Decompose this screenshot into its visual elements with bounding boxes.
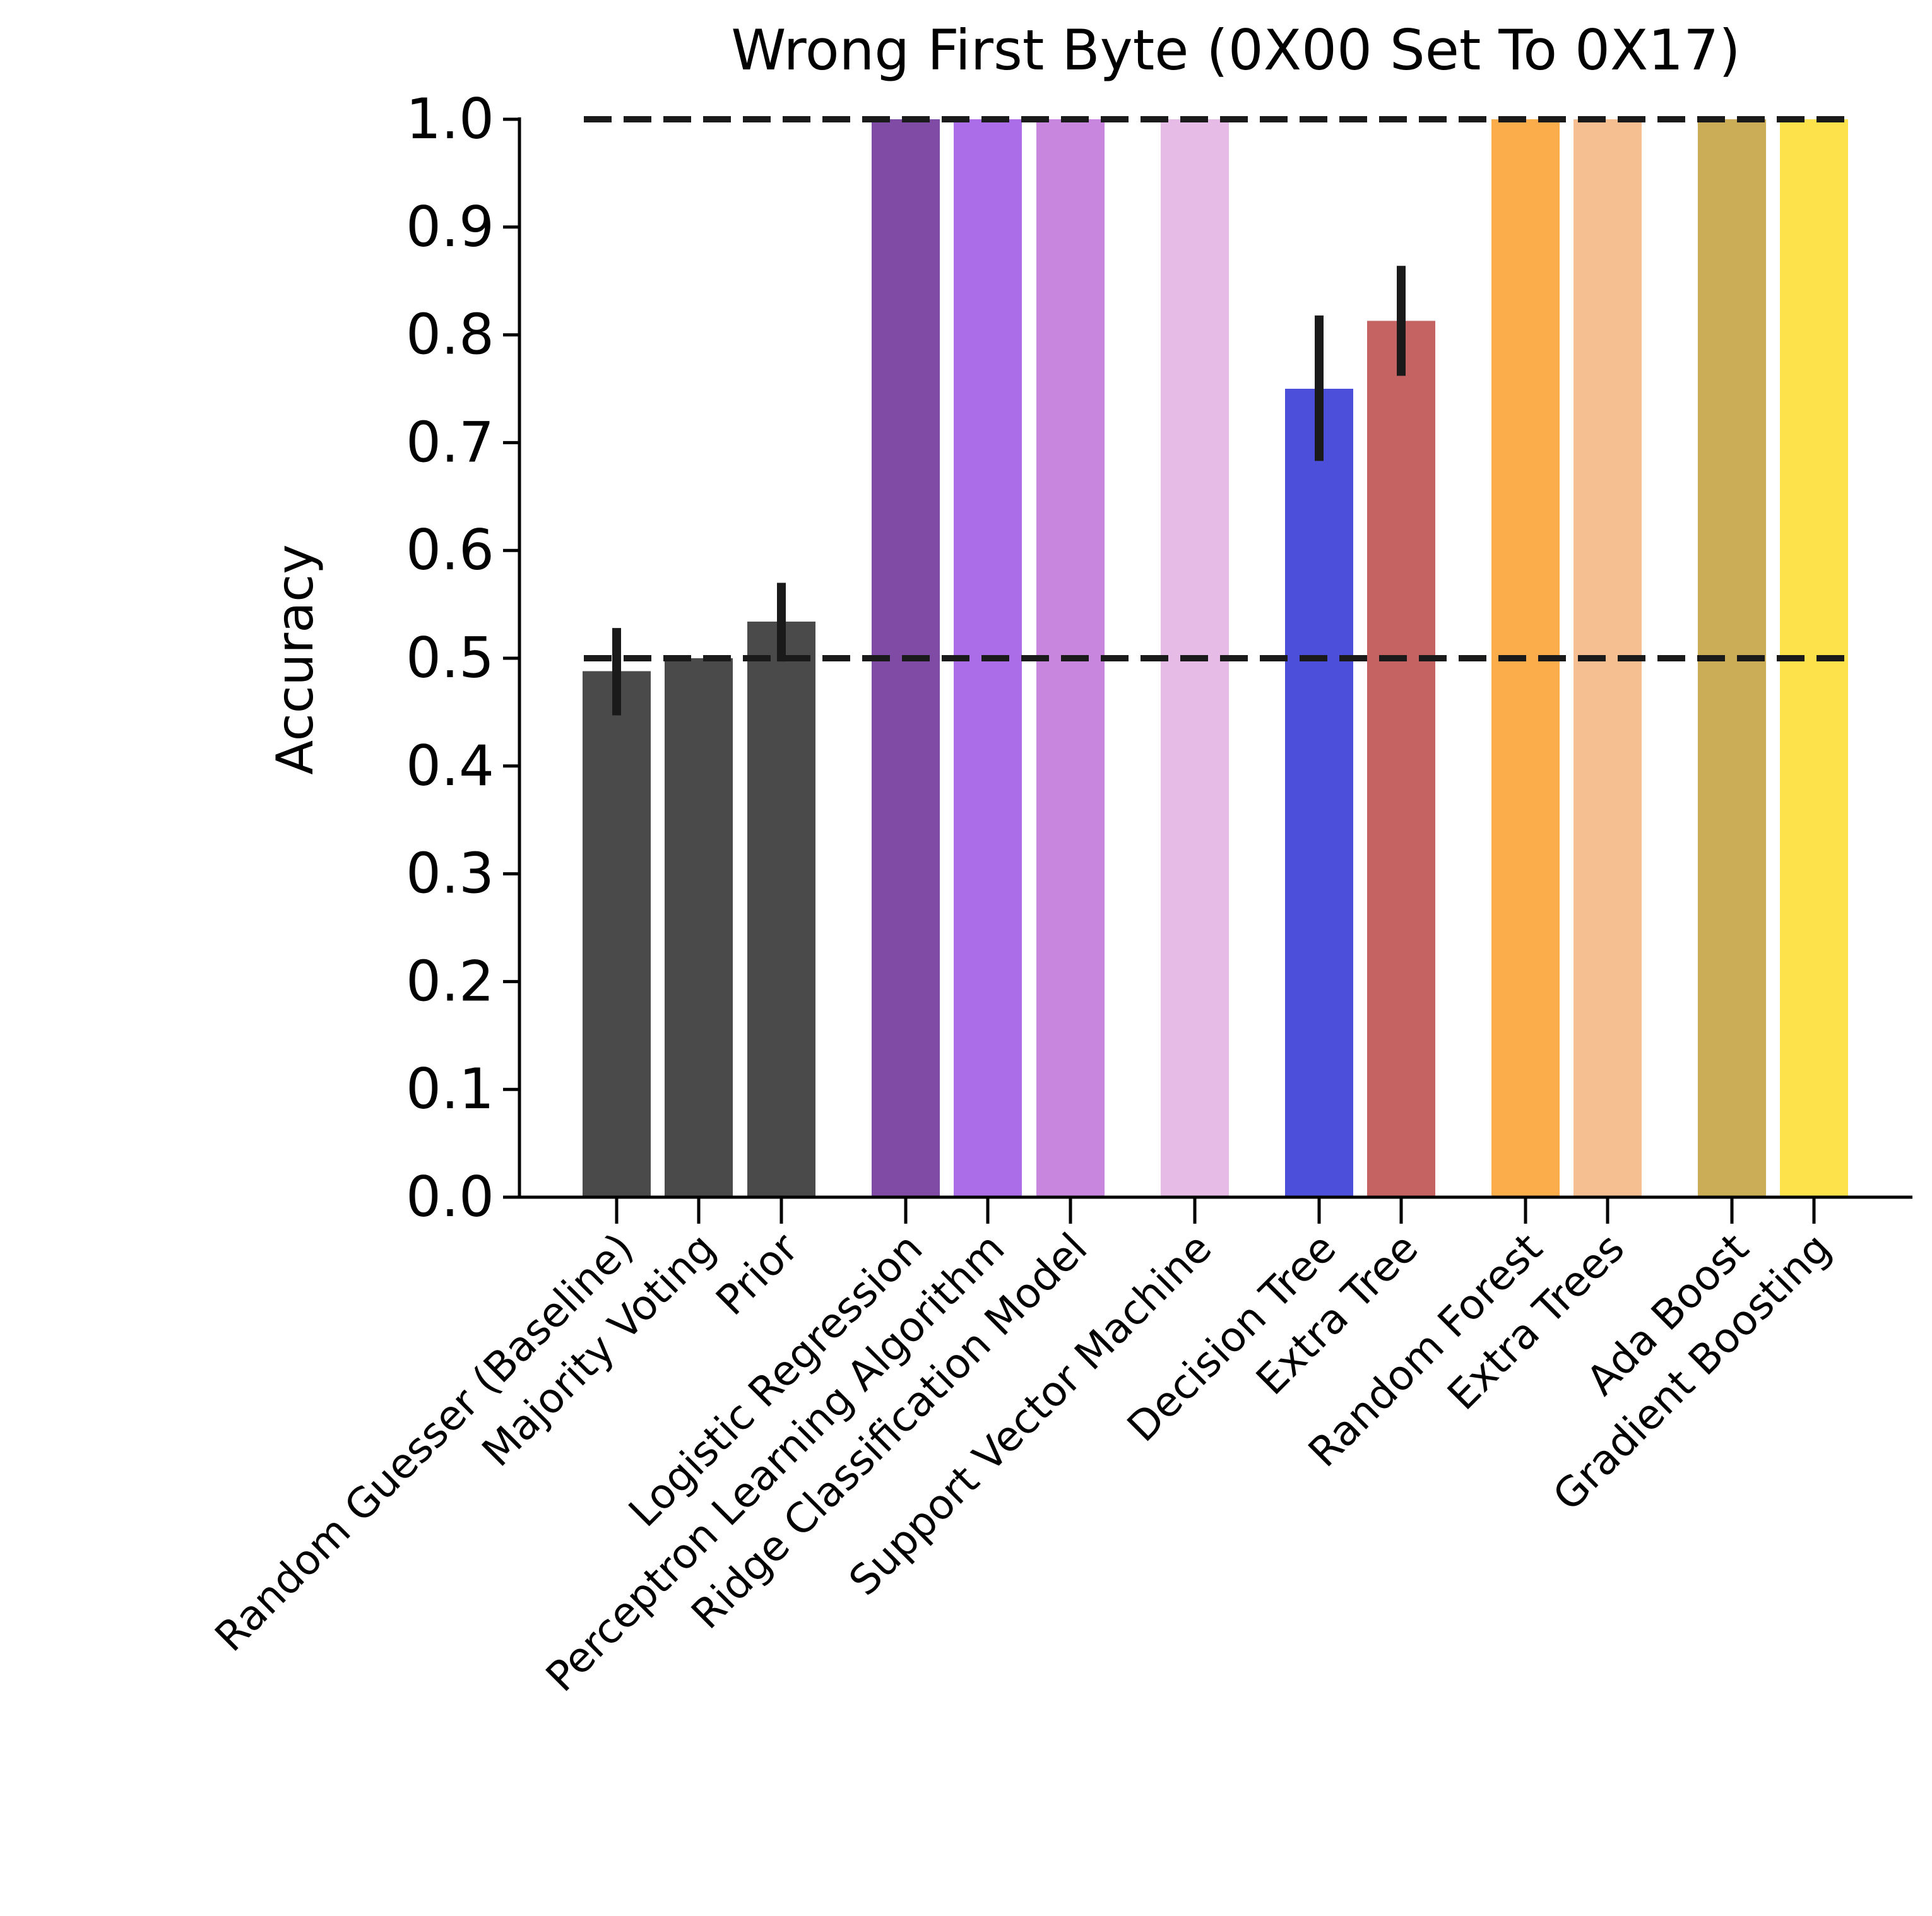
x-axis: Random Guesser (Baseline)Majority Voting… [206,1195,1912,1701]
y-tick-label: 0.6 [406,517,494,582]
plot-area [583,116,1848,1197]
y-tick-label: 0.2 [406,949,494,1014]
bar-8 [1285,389,1353,1197]
y-tick-label: 0.7 [406,410,494,475]
bar-1 [583,671,651,1197]
x-tick-label: Random Guesser (Baseline) [206,1224,643,1660]
y-tick-label: 0.4 [406,733,494,798]
y-tick-label: 0.9 [406,194,494,259]
y-tick-label: 0.0 [406,1164,494,1229]
y-axis: 0.0 0.1 0.2 0.3 0.4 0.5 0.6 0.7 0.8 0.9 1.0 [406,86,521,1229]
bar-9 [1367,321,1435,1197]
chart-title: Wrong First Byte (0X00 Set To 0X17) [731,18,1740,83]
y-axis-label: Accuracy [266,544,324,774]
x-tick-label: Perceptron Learning Algorithm [537,1224,1014,1701]
y-tick-label: 0.5 [406,625,494,690]
y-tick-label: 0.8 [406,302,494,367]
y-tick-label: 0.3 [406,841,494,906]
y-tick-label: 0.1 [406,1056,494,1121]
bar-3 [747,621,815,1197]
y-tick-label: 1.0 [406,86,494,151]
bar-2 [665,658,733,1197]
x-tick-label: Prior [708,1224,808,1325]
